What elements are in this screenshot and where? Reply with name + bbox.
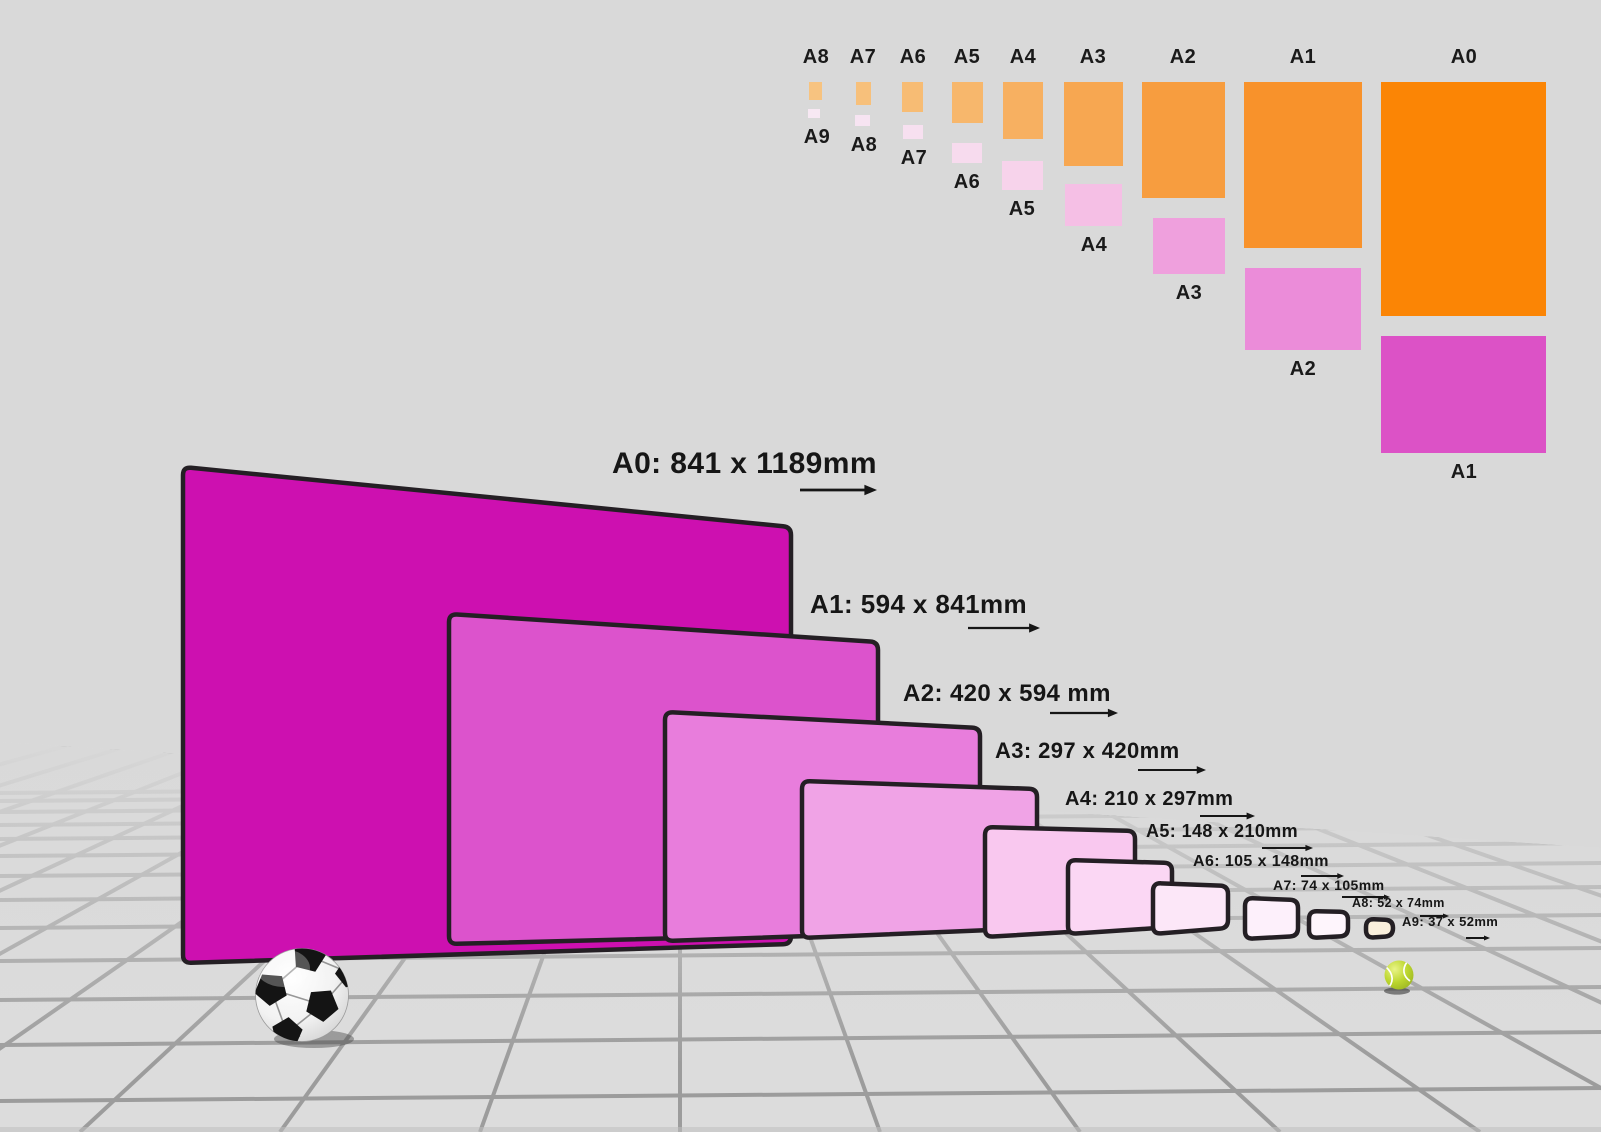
paper-portrait-A0 (1381, 82, 1546, 316)
pair-portrait-label-A4: A4 (1009, 46, 1037, 68)
sheet-A8 (1306, 908, 1351, 940)
sheet-dimension-label-A5: A5: 148 x 210mm (1146, 821, 1299, 841)
paper-landscape-A9 (808, 109, 820, 118)
paper-landscape-A6 (952, 143, 982, 163)
pair-portrait-label-A6: A6 (899, 46, 927, 68)
size-arrow-A8 (1420, 913, 1449, 919)
pair-landscape-label-A9: A9 (803, 126, 831, 148)
sheet-dimension-label-A4: A4: 210 x 297mm (1065, 788, 1234, 810)
tennis-ball (1384, 960, 1414, 995)
paper-portrait-A2 (1142, 82, 1225, 198)
pair-portrait-label-A2: A2 (1169, 46, 1197, 68)
size-arrow-A7 (1342, 894, 1390, 900)
pair-portrait-label-A3: A3 (1079, 46, 1107, 68)
sheet-dimension-label-A7: A7: 74 x 105mm (1273, 877, 1385, 893)
size-arrow-A9 (1466, 935, 1490, 941)
size-arrow-A6 (1301, 873, 1344, 879)
pair-portrait-label-A5: A5 (953, 46, 981, 68)
paper-landscape-A7 (903, 125, 923, 139)
sheet-dimension-label-A6: A6: 105 x 148mm (1193, 853, 1329, 870)
paper-landscape-A8 (855, 115, 870, 126)
paper-portrait-A5 (952, 82, 983, 123)
sheet-dimension-label-A8: A8: 52 x 74mm (1352, 896, 1445, 910)
sheet-A9 (1363, 917, 1396, 940)
paper-landscape-A5 (1002, 161, 1043, 190)
sheet-dimension-label-A3: A3: 297 x 420mm (995, 738, 1180, 763)
pair-landscape-label-A7: A7 (900, 147, 928, 169)
pair-landscape-label-A2: A2 (1289, 358, 1317, 380)
pair-portrait-label-A1: A1 (1289, 46, 1317, 68)
pair-portrait-label-A7: A7 (849, 46, 877, 68)
sheet-dimension-label-A1: A1: 594 x 841mm (810, 589, 1028, 619)
paper-portrait-A6 (902, 82, 923, 112)
size-arrow-A3 (1138, 766, 1206, 774)
size-arrow-A5 (1262, 844, 1313, 852)
paper-landscape-A3 (1153, 218, 1225, 274)
perspective-sheets (180, 465, 1396, 965)
pair-landscape-label-A6: A6 (953, 171, 981, 193)
size-arrow-A4 (1200, 812, 1255, 820)
pair-landscape-label-A5: A5 (1008, 198, 1036, 220)
soccer-ball (255, 948, 354, 1048)
sheet-dimension-label-A0: A0: 841 x 1189mm (612, 447, 877, 480)
paper-portrait-A7 (856, 82, 871, 105)
pair-portrait-label-A8: A8 (802, 46, 830, 68)
sheet-A6 (1150, 881, 1231, 936)
sheet-dimension-label-A2: A2: 420 x 594 mm (903, 680, 1111, 707)
pair-landscape-label-A4: A4 (1080, 234, 1108, 256)
pair-portrait-label-A0: A0 (1450, 46, 1478, 68)
pair-landscape-label-A8: A8 (850, 134, 878, 156)
paper-landscape-A2 (1245, 268, 1361, 350)
size-arrow-A0 (800, 484, 877, 496)
size-arrow-A1 (968, 623, 1040, 633)
size-arrow-A2 (1050, 708, 1118, 718)
sheet-A7 (1242, 896, 1301, 941)
pair-landscape-label-A3: A3 (1175, 282, 1203, 304)
pair-landscape-label-A1: A1 (1450, 461, 1478, 483)
paper-landscape-A1 (1381, 336, 1546, 453)
paper-portrait-A1 (1244, 82, 1362, 248)
paper-portrait-A3 (1064, 82, 1123, 166)
dimension-arrows (800, 484, 1490, 941)
sheet-dimension-label-A9: A9: 37 x 52mm (1402, 914, 1499, 929)
paper-portrait-A4 (1003, 82, 1043, 139)
paper-landscape-A4 (1065, 184, 1122, 226)
paper-portrait-A8 (809, 82, 822, 100)
